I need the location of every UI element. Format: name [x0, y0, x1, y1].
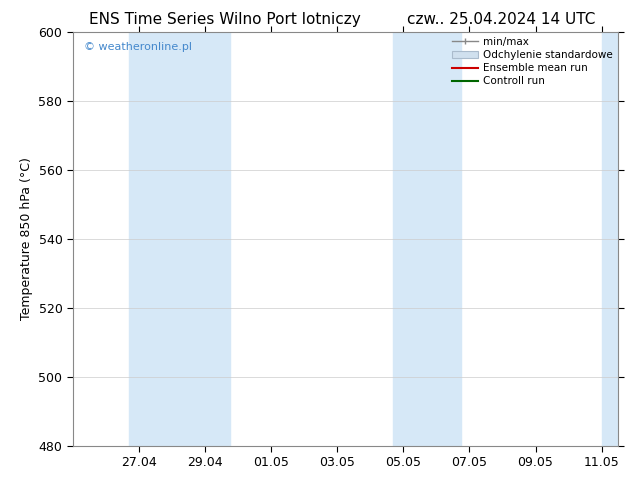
Bar [436, 32, 461, 446]
Bar [129, 32, 205, 446]
Bar [205, 32, 230, 446]
Bar [394, 32, 436, 446]
Text: © weatheronline.pl: © weatheronline.pl [84, 42, 192, 52]
Legend: min/max, Odchylenie standardowe, Ensemble mean run, Controll run: min/max, Odchylenie standardowe, Ensembl… [449, 34, 616, 90]
Text: czw.. 25.04.2024 14 UTC: czw.. 25.04.2024 14 UTC [406, 12, 595, 27]
Bar [602, 32, 618, 446]
Text: ENS Time Series Wilno Port lotniczy: ENS Time Series Wilno Port lotniczy [89, 12, 361, 27]
Y-axis label: Temperature 850 hPa (°C): Temperature 850 hPa (°C) [20, 157, 33, 320]
